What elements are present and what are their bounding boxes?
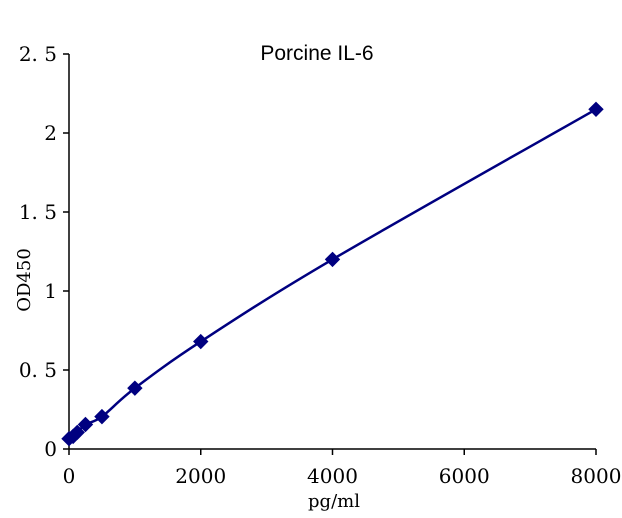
data-point-diamond <box>69 424 85 441</box>
x-tick-label: 6000 <box>439 464 490 488</box>
data-point-diamond <box>193 333 209 350</box>
x-axis-title: pg/ml <box>308 491 360 512</box>
data-point-diamond <box>588 101 604 118</box>
chart-title: Porcine IL-6 <box>260 42 373 65</box>
x-tick-label: 2000 <box>175 464 226 488</box>
fit-curve <box>68 108 597 440</box>
y-tick-label: 2. 5 <box>19 42 57 66</box>
y-tick-label: 1 <box>44 279 57 303</box>
y-tick-label: 0. 5 <box>19 358 57 382</box>
y-axis-title: OD450 <box>14 248 35 312</box>
data-point-diamond <box>94 408 110 425</box>
y-tick-label: 2 <box>44 121 57 145</box>
fit-curve-layer <box>68 108 597 440</box>
x-tick-label: 4000 <box>307 464 358 488</box>
y-tick-label: 1. 5 <box>19 200 57 224</box>
data-point-diamond <box>324 251 341 268</box>
x-tick-label: 8000 <box>571 464 622 488</box>
y-tick-label: 0 <box>44 437 57 461</box>
x-tick-label: 0 <box>63 464 76 488</box>
data-points-layer <box>61 101 604 447</box>
axes: 0 0. 5 1 1. 5 2 2. 5 0 2000 4000 6000 8000 <box>19 42 622 488</box>
data-point-diamond <box>77 416 94 433</box>
data-point-diamond <box>127 380 143 396</box>
